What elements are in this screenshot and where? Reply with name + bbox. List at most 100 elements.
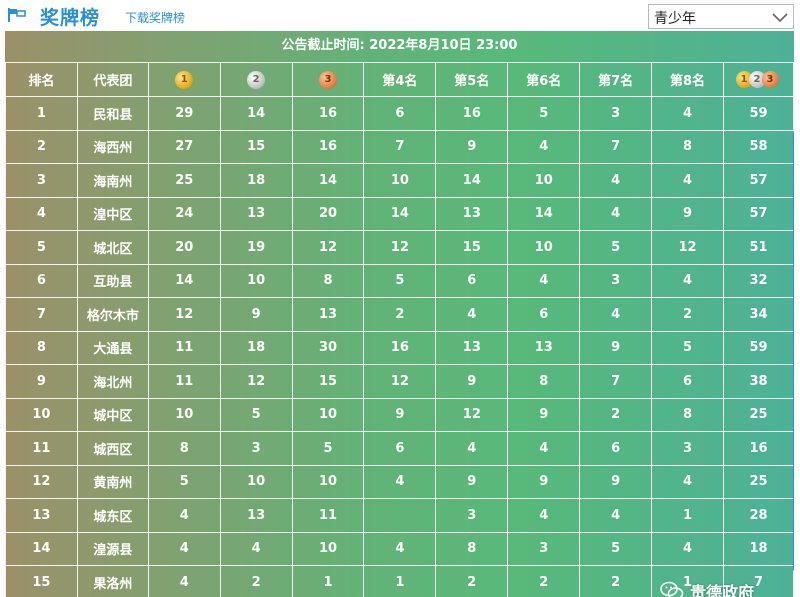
cell-8th: 1 xyxy=(651,565,724,597)
column-header-8th: 第8名 xyxy=(651,62,724,97)
bronze-medal-icon: 3 xyxy=(319,70,338,89)
cell-silver: 18 xyxy=(219,163,293,198)
cell-delegation: 城中区 xyxy=(76,397,149,432)
cell-silver: 13 xyxy=(219,196,293,231)
cell-4th: 2 xyxy=(363,297,437,332)
cell-6th: 10 xyxy=(507,163,581,198)
cell-gold: 11 xyxy=(147,364,221,399)
cell-8th: 8 xyxy=(651,397,724,432)
cell-total: 59 xyxy=(723,330,794,365)
cell-gold: 11 xyxy=(147,330,221,365)
cell-silver: 14 xyxy=(219,96,293,131)
cell-7th: 2 xyxy=(579,397,653,432)
table-scrollbar[interactable] xyxy=(793,131,794,571)
group-select[interactable]: 青少年 xyxy=(648,4,794,29)
cell-total: 25 xyxy=(723,464,794,499)
cell-gold: 12 xyxy=(147,297,221,332)
cell-delegation: 民和县 xyxy=(76,96,149,131)
cell-5th: 9 xyxy=(435,364,509,399)
cell-bronze: 10 xyxy=(291,531,365,566)
cell-total: 28 xyxy=(723,498,794,533)
table-row: 12 黄南州 5 10 10 4 9 9 9 4 25 xyxy=(5,464,794,499)
cell-rank: 10 xyxy=(5,397,78,432)
cell-8th: 12 xyxy=(651,230,724,265)
cell-8th: 2 xyxy=(651,297,724,332)
cell-5th: 13 xyxy=(435,196,509,231)
cell-5th: 15 xyxy=(435,230,509,265)
table-row: 7 格尔木市 12 9 13 2 4 6 4 2 34 xyxy=(5,297,794,332)
cell-bronze: 5 xyxy=(291,431,365,466)
cell-7th: 7 xyxy=(579,129,653,164)
cell-total: 16 xyxy=(723,431,794,466)
cell-7th: 7 xyxy=(579,364,653,399)
cell-rank: 14 xyxy=(5,531,78,566)
cell-total: 38 xyxy=(723,364,794,399)
table-row: 5 城北区 20 19 12 12 15 10 5 12 51 xyxy=(5,230,794,265)
cell-8th: 4 xyxy=(651,464,724,499)
cell-rank: 7 xyxy=(5,297,78,332)
cell-rank: 9 xyxy=(5,364,78,399)
cell-total: 58 xyxy=(723,129,794,164)
table-row: 15 果洛州 4 2 1 1 2 2 2 1 7 xyxy=(5,565,794,597)
table-body: 1 民和县 29 14 16 6 16 5 3 4 59 2 海西州 27 15 16 7 9 4 7 8 58 3 海南州 2… xyxy=(5,96,794,597)
cell-bronze: 13 xyxy=(291,297,365,332)
cell-silver: 5 xyxy=(219,397,293,432)
cell-7th: 2 xyxy=(579,565,653,597)
cell-4th: 12 xyxy=(363,364,437,399)
table-row: 11 城西区 8 3 5 6 4 4 6 3 16 xyxy=(5,431,794,466)
cell-rank: 11 xyxy=(5,431,78,466)
cell-rank: 6 xyxy=(5,263,78,298)
cell-rank: 13 xyxy=(5,498,78,533)
cell-8th: 5 xyxy=(651,330,724,365)
cell-gold: 10 xyxy=(147,397,221,432)
cell-4th: 10 xyxy=(363,163,437,198)
cell-gold: 4 xyxy=(147,498,221,533)
header-row: 排名 代表团 1 2 3 第4名 第5名 第6名 第7名 第8名 1 2 3 xyxy=(5,62,794,97)
column-header-6th: 第6名 xyxy=(507,62,581,97)
cell-rank: 8 xyxy=(5,330,78,365)
cell-gold: 29 xyxy=(147,96,221,131)
cell-silver: 2 xyxy=(219,565,293,597)
table-row: 14 湟源县 4 4 10 4 8 3 5 4 18 xyxy=(5,531,794,566)
silver-medal-icon: 2 xyxy=(748,70,766,88)
cell-8th: 8 xyxy=(651,129,724,164)
wechat-icon xyxy=(660,581,684,597)
cell-rank: 2 xyxy=(5,129,78,164)
cell-silver: 9 xyxy=(219,297,293,332)
table-row: 9 海北州 11 12 15 12 9 8 7 6 38 xyxy=(5,364,794,399)
cell-delegation: 黄南州 xyxy=(76,464,149,499)
column-header-5th: 第5名 xyxy=(435,62,509,97)
cell-5th: 16 xyxy=(435,96,509,131)
cell-silver: 10 xyxy=(219,464,293,499)
cell-delegation: 城北区 xyxy=(76,230,149,265)
flag-icon xyxy=(8,8,26,22)
cell-5th: 14 xyxy=(435,163,509,198)
watermark: 贵德政府 xyxy=(660,580,754,597)
bronze-medal-icon: 3 xyxy=(761,70,779,88)
cell-rank: 15 xyxy=(5,565,78,597)
cell-total: 57 xyxy=(723,196,794,231)
cell-rank: 12 xyxy=(5,464,78,499)
medal-board: 公告截止时间: 2022年8月10日 23:00 排名 代表团 1 2 3 第4名 第5名第… xyxy=(5,31,794,597)
cell-silver: 19 xyxy=(219,230,293,265)
cell-total: 25 xyxy=(723,397,794,432)
cell-7th: 5 xyxy=(579,531,653,566)
download-medal-table-link[interactable]: 下载奖牌榜 xyxy=(125,11,186,25)
cell-6th: 13 xyxy=(507,330,581,365)
cell-gold: 4 xyxy=(147,531,221,566)
cell-4th: 1 xyxy=(363,565,437,597)
cell-5th: 6 xyxy=(435,263,509,298)
chevron-down-icon[interactable] xyxy=(771,9,789,25)
cell-delegation: 大通县 xyxy=(76,330,149,365)
cell-4th: 12 xyxy=(363,230,437,265)
cell-total: 34 xyxy=(723,297,794,332)
cell-6th: 2 xyxy=(507,565,581,597)
cell-6th: 8 xyxy=(507,364,581,399)
cell-silver: 3 xyxy=(219,431,293,466)
cell-4th: 6 xyxy=(363,431,437,466)
cell-bronze: 20 xyxy=(291,196,365,231)
cell-5th: 8 xyxy=(435,531,509,566)
cell-total: 51 xyxy=(723,230,794,265)
